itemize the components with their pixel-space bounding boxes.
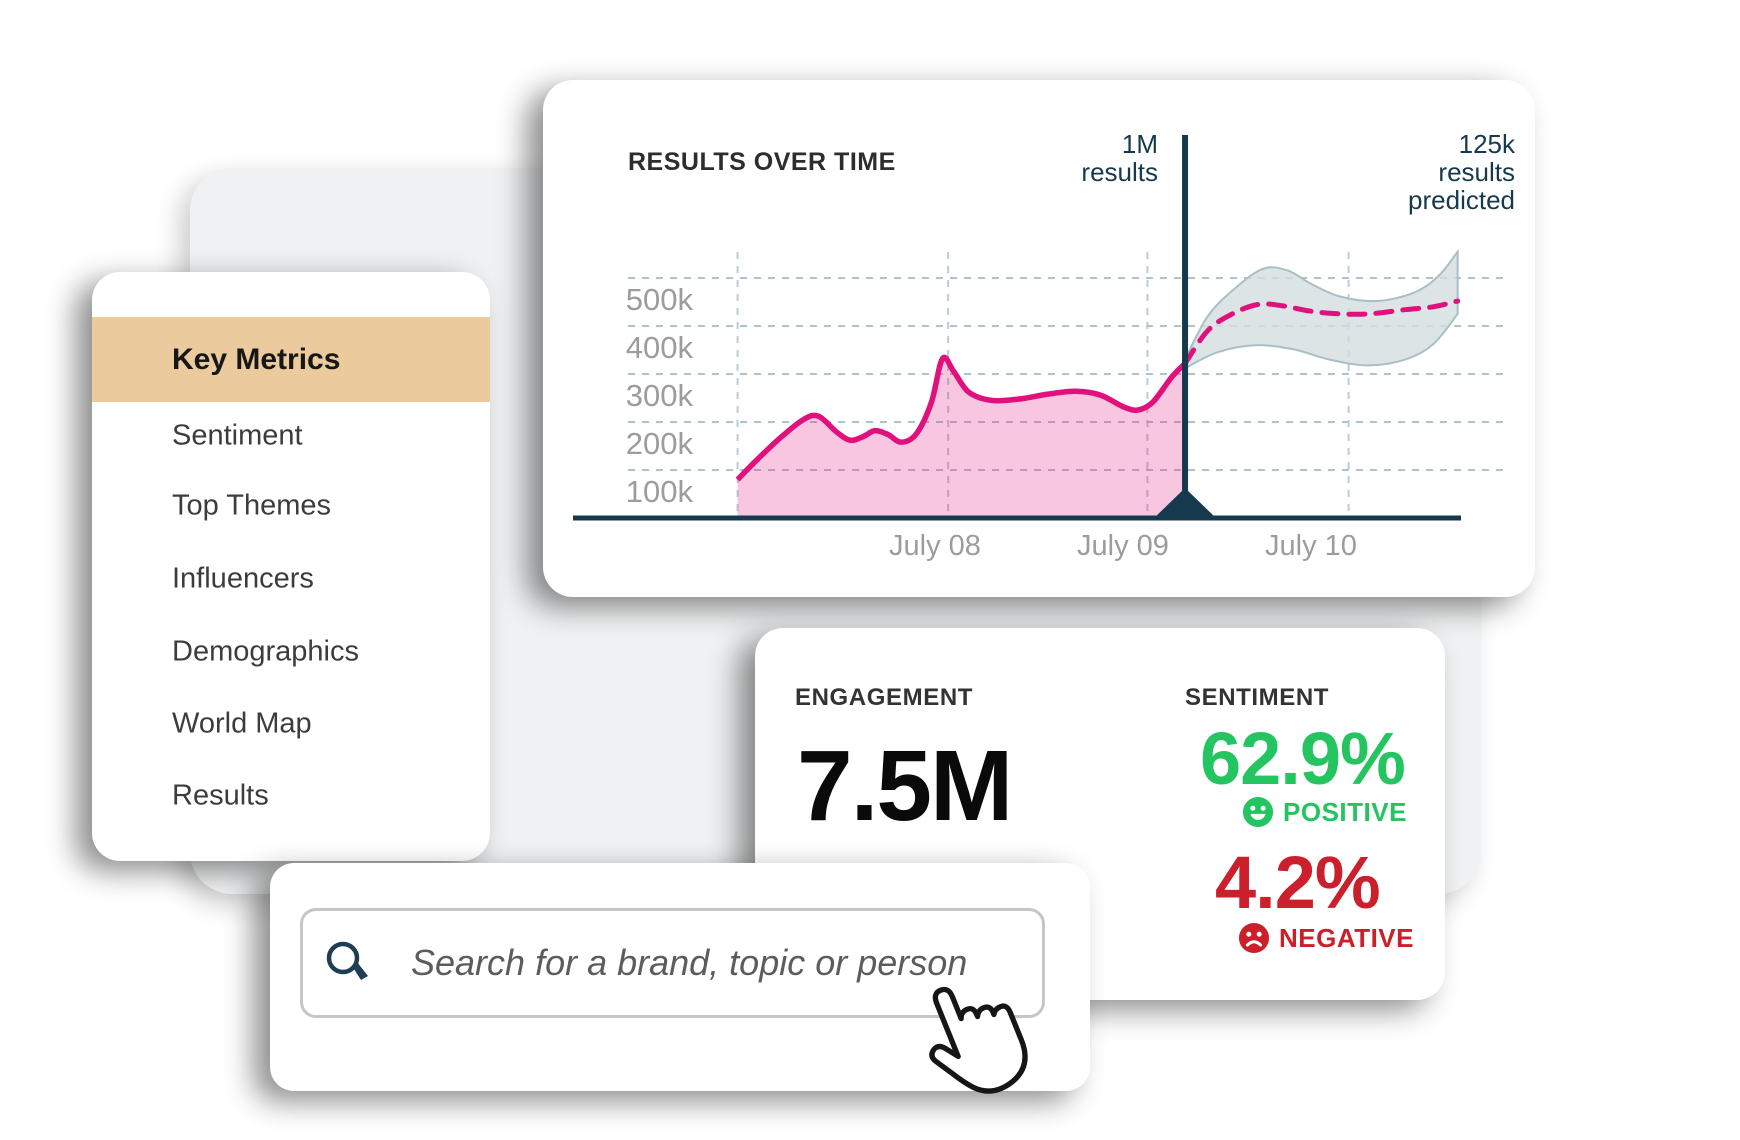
y-tick-label: 300k [626,378,694,413]
frowny-face-icon [1238,922,1270,954]
negative-tag: NEGATIVE [1279,922,1414,953]
results-over-time-card: 100k 200k 300k 400k 500k July 08 July 09 July 1… [543,80,1535,597]
negative-sentiment-row: NEGATIVE [1238,922,1414,954]
sidebar-item-label: Influencers [172,562,314,595]
positive-sentiment-row: POSITIVE [1242,796,1407,828]
search-input[interactable] [300,908,1045,1018]
actual-area [737,357,1186,518]
y-tick-label: 200k [626,426,694,461]
chart-title: RESULTS OVER TIME [628,148,896,176]
positive-tag: POSITIVE [1283,796,1407,827]
x-tick-label: July 08 [889,530,981,562]
sidebar-item-influencers[interactable]: Influencers [92,555,490,603]
prediction-annotation: 125k results predicted [1408,129,1515,215]
engagement-value: 7.5M [797,730,1013,842]
sentiment-label: SENTIMENT [1185,684,1330,711]
sidebar-item-key-metrics[interactable]: Key Metrics [92,317,490,402]
y-tick-label: 100k [626,474,694,509]
marker-annotation: 1M results [1081,129,1158,187]
nav-menu-card: Key Metrics Sentiment Top Themes Influencer… [92,272,490,861]
sidebar-item-top-themes[interactable]: Top Themes [92,482,490,530]
sidebar-item-label: Results [172,779,269,812]
sidebar-item-sentiment[interactable]: Sentiment [92,412,490,460]
sidebar-item-results[interactable]: Results [92,772,490,820]
smiley-face-icon [1242,796,1274,828]
x-tick-label: July 09 [1077,530,1169,562]
sidebar-item-label: Top Themes [172,489,332,522]
marker-base-triangle [1152,488,1219,520]
sidebar-item-world-map[interactable]: World Map [92,700,490,748]
sidebar-item-label: World Map [172,707,312,740]
search-card [270,863,1090,1094]
x-tick-label: July 10 [1265,530,1357,562]
y-tick-label: 400k [626,330,694,365]
sidebar-item-label: Demographics [172,635,359,668]
sidebar-item-label: Sentiment [172,419,303,452]
y-tick-label: 500k [626,282,694,317]
engagement-label: ENGAGEMENT [795,684,974,711]
sidebar-item-demographics[interactable]: Demographics [92,628,490,676]
sidebar-item-label: Key Metrics [172,342,341,376]
actual-line [735,354,1188,482]
positive-sentiment-value: 62.9% [1200,717,1406,800]
negative-sentiment-value: 4.2% [1215,841,1381,924]
hand-cursor-icon [929,986,1028,1094]
predicted-line [1182,298,1461,366]
prediction-band [1184,248,1459,370]
results-chart: 100k 200k 300k 400k 500k July 08 July 09 July 1… [573,135,1508,562]
